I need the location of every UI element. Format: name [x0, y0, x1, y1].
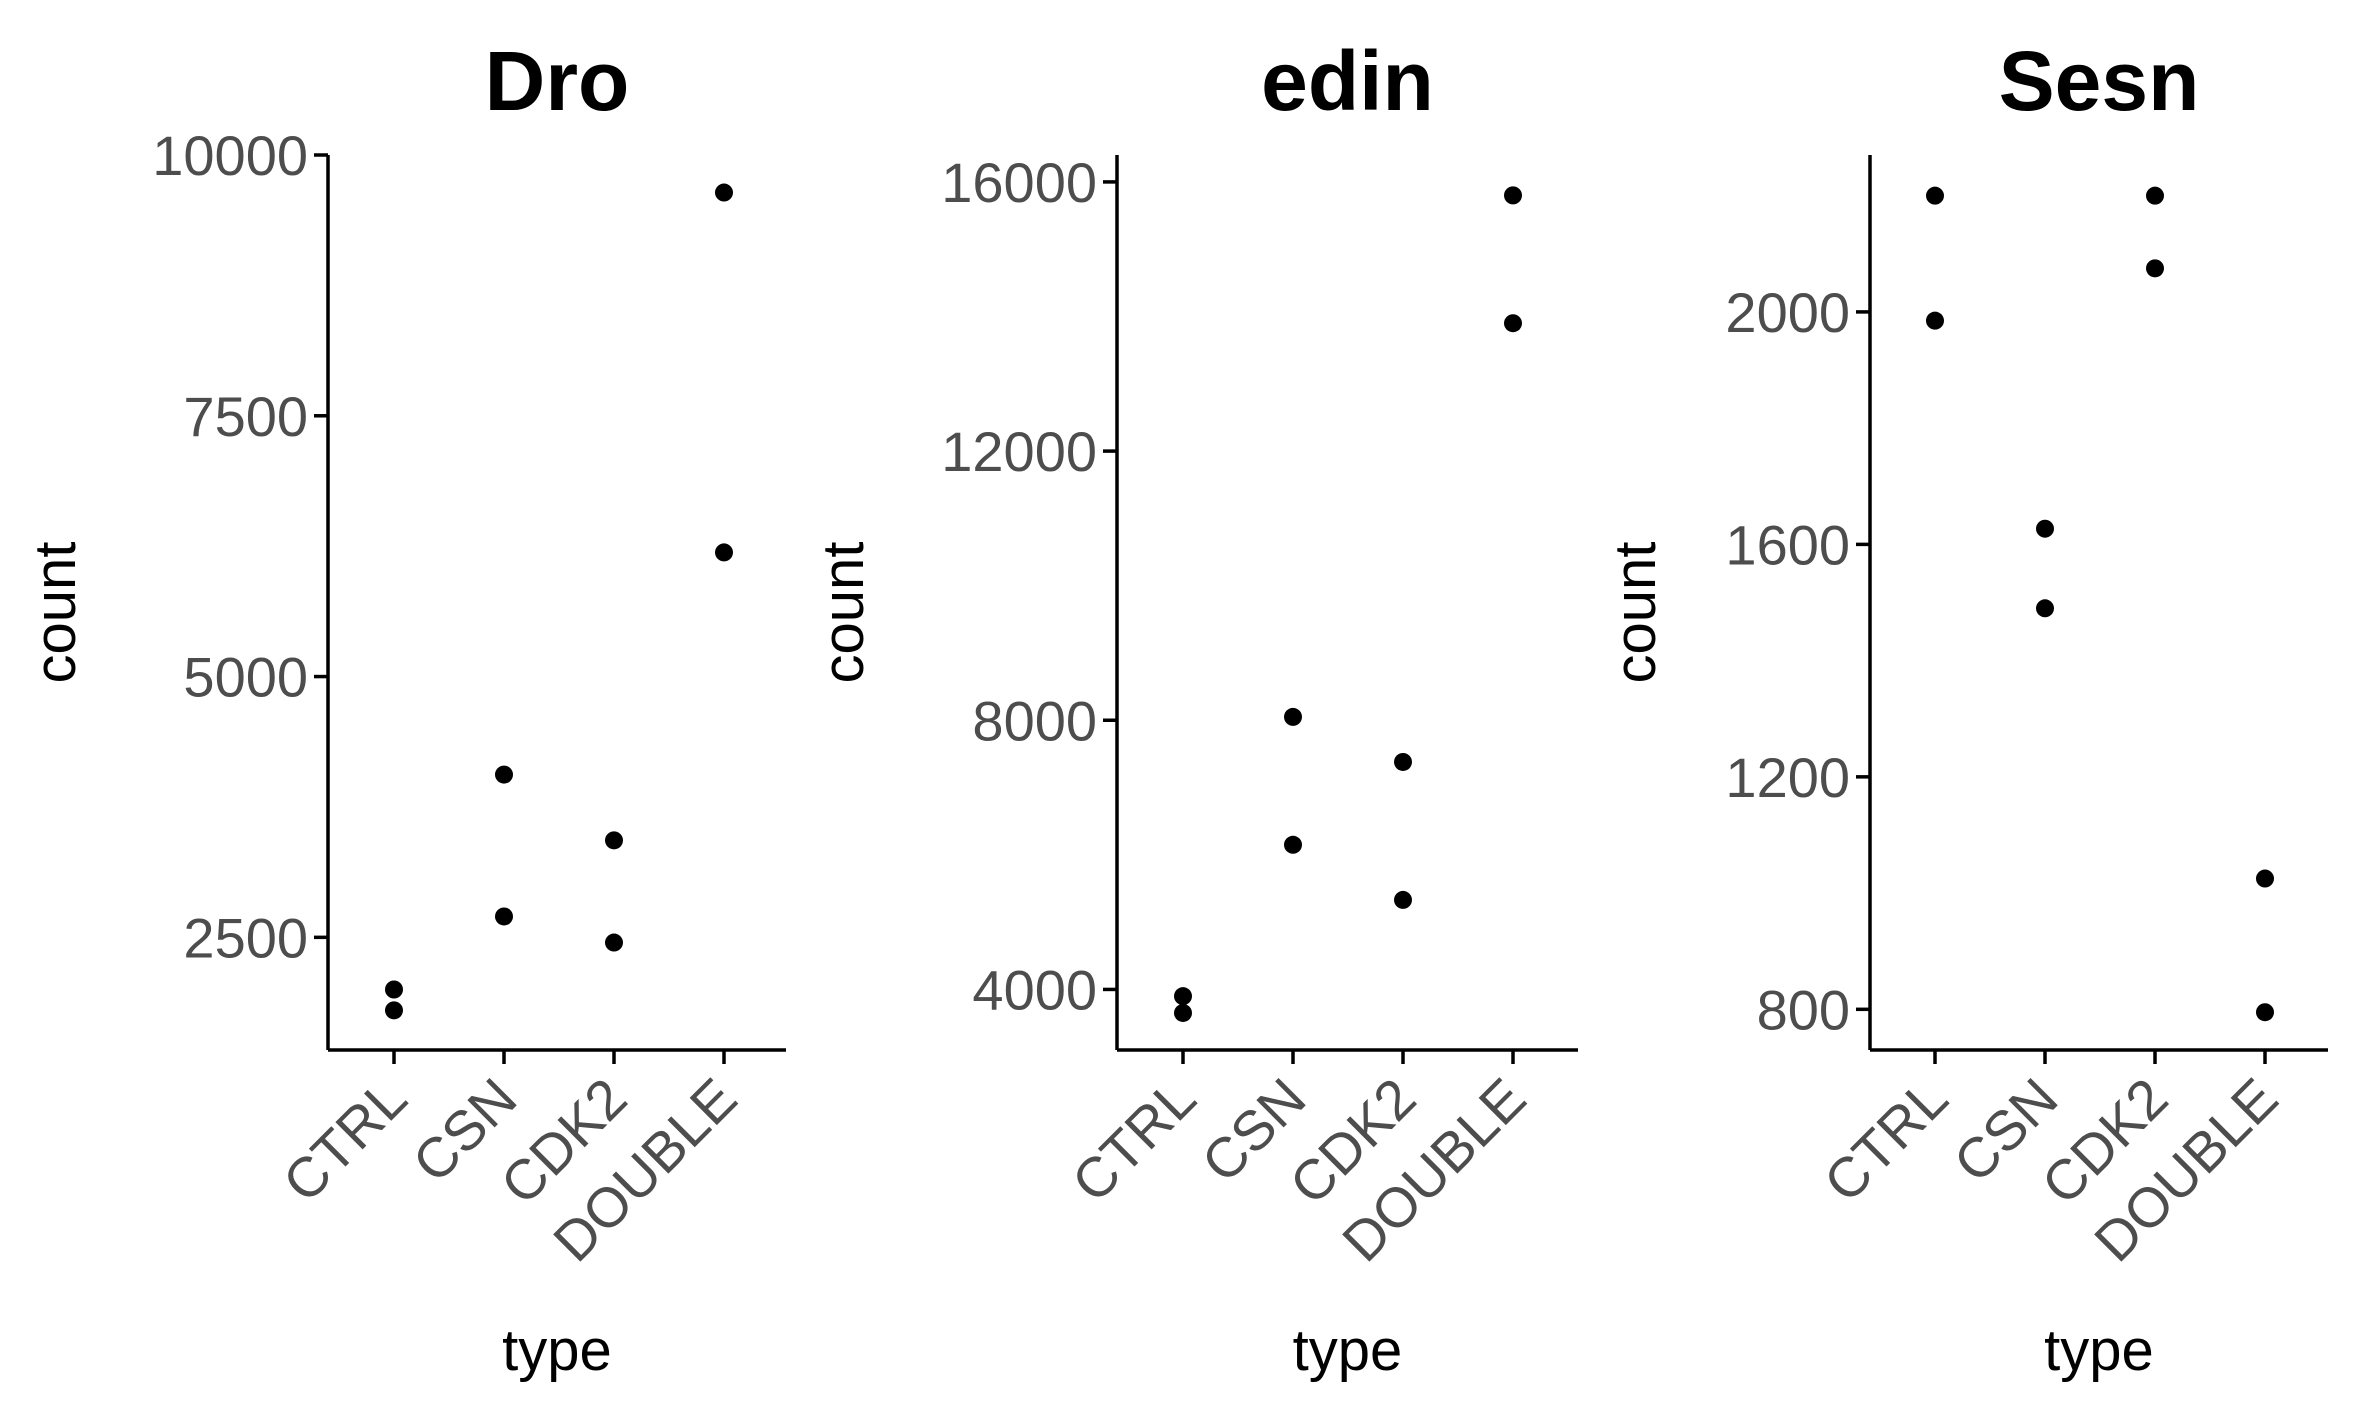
y-tick-label: 1600: [1725, 513, 1850, 576]
data-point-double: [715, 183, 733, 202]
x-tick-label: CTRL: [271, 1066, 419, 1214]
y-tick-label: 16000: [941, 151, 1097, 214]
y-tick-label: 7500: [183, 385, 308, 448]
data-point-ctrl: [385, 1001, 403, 1020]
data-point-csn: [495, 765, 513, 784]
data-point-cdk2: [605, 831, 623, 850]
y-tick-label: 1200: [1725, 746, 1850, 809]
panel-title: edin: [1261, 34, 1434, 128]
facet-panel-dro: Dro25005000750010000CTRLCSNCDK2DOUBLEtyp…: [23, 34, 786, 1383]
data-point-ctrl: [1926, 186, 1944, 205]
y-axis-title: count: [1603, 542, 1668, 684]
data-point-csn: [1284, 835, 1302, 854]
data-point-double: [2256, 1003, 2274, 1022]
data-point-csn: [495, 907, 513, 926]
facet-panel-sesn: Sesn800120016002000CTRLCSNCDK2DOUBLEtype…: [1603, 34, 2328, 1383]
data-point-double: [1504, 314, 1522, 333]
data-point-csn: [2036, 599, 2054, 618]
data-point-csn: [1284, 707, 1302, 726]
data-point-ctrl: [1926, 311, 1944, 330]
facet-panel-edin: edin400080001200016000CTRLCSNCDK2DOUBLEt…: [811, 34, 1578, 1383]
data-point-csn: [2036, 519, 2054, 538]
data-point-ctrl: [1174, 987, 1192, 1006]
y-tick-label: 800: [1757, 978, 1850, 1041]
data-point-double: [2256, 869, 2274, 888]
x-tick-label: CTRL: [1812, 1066, 1960, 1214]
data-point-double: [1504, 186, 1522, 205]
x-axis-title: type: [2044, 1318, 2154, 1383]
data-point-ctrl: [385, 980, 403, 999]
panel-title: Dro: [485, 34, 630, 128]
y-tick-label: 8000: [972, 689, 1097, 752]
y-tick-label: 12000: [941, 420, 1097, 483]
y-tick-label: 5000: [183, 646, 308, 709]
x-tick-label: CTRL: [1060, 1066, 1208, 1214]
y-axis-title: count: [23, 542, 88, 684]
y-tick-label: 4000: [972, 958, 1097, 1021]
data-point-cdk2: [1394, 890, 1412, 909]
y-axis-title: count: [811, 542, 876, 684]
data-point-cdk2: [2146, 259, 2164, 278]
data-point-cdk2: [1394, 752, 1412, 771]
data-point-double: [715, 543, 733, 562]
x-axis-title: type: [502, 1318, 612, 1383]
y-tick-label: 10000: [152, 124, 308, 187]
data-point-cdk2: [2146, 186, 2164, 205]
x-axis-title: type: [1293, 1318, 1403, 1383]
data-point-cdk2: [605, 933, 623, 952]
panel-title: Sesn: [1999, 34, 2200, 128]
y-tick-label: 2500: [183, 906, 308, 969]
data-point-ctrl: [1174, 1003, 1192, 1022]
y-tick-label: 2000: [1725, 281, 1850, 344]
